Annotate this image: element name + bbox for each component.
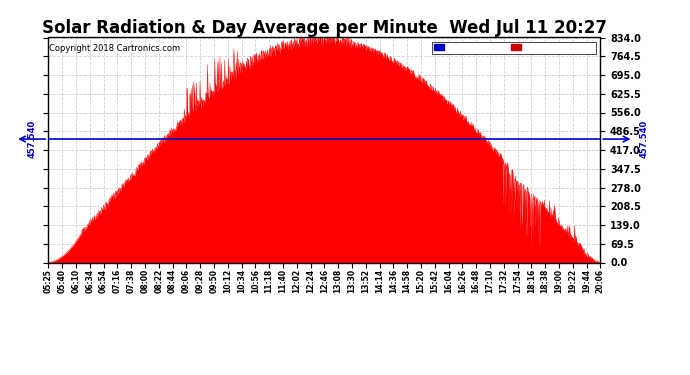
Text: 457.540: 457.540 <box>27 120 37 158</box>
Title: Solar Radiation & Day Average per Minute  Wed Jul 11 20:27: Solar Radiation & Day Average per Minute… <box>42 20 607 38</box>
Legend: Median (w/m2), Radiation (w/m2): Median (w/m2), Radiation (w/m2) <box>432 42 596 54</box>
Text: 457.540: 457.540 <box>640 120 649 158</box>
Text: Copyright 2018 Cartronics.com: Copyright 2018 Cartronics.com <box>49 44 180 53</box>
